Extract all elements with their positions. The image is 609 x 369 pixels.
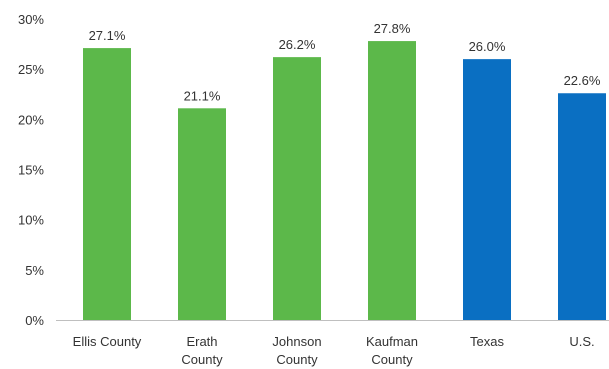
data-label: 26.2%	[279, 37, 316, 52]
x-tick-label: Ellis County	[73, 334, 142, 349]
data-label: 26.0%	[469, 39, 506, 54]
x-tick-label: County	[276, 352, 318, 367]
x-tick-label: County	[371, 352, 413, 367]
y-tick-label: 10%	[18, 213, 44, 228]
y-tick-label: 5%	[25, 263, 44, 278]
x-tick-label: Kaufman	[366, 334, 418, 349]
x-tick-label: Texas	[470, 334, 504, 349]
y-tick-label: 25%	[18, 62, 44, 77]
bar	[558, 93, 606, 320]
data-label: 21.1%	[184, 88, 221, 103]
x-tick-label: Erath	[186, 334, 217, 349]
y-tick-label: 15%	[18, 163, 44, 178]
bar	[178, 108, 226, 321]
bar	[273, 57, 321, 320]
bars	[83, 41, 606, 321]
y-tick-label: 20%	[18, 112, 44, 127]
x-tick-label: Johnson	[272, 334, 321, 349]
data-labels: 27.1% 21.1% 26.2% 27.8% 26.0% 22.6%	[89, 21, 601, 103]
data-label: 27.8%	[374, 21, 411, 36]
y-tick-label: 30%	[18, 12, 44, 27]
bar	[368, 41, 416, 320]
x-tick-label: County	[181, 352, 223, 367]
y-tick-label: 0%	[25, 313, 44, 328]
y-axis: 0% 5% 10% 15% 20% 25% 30%	[18, 12, 44, 328]
data-label: 22.6%	[564, 73, 601, 88]
bar	[83, 48, 131, 320]
data-label: 27.1%	[89, 28, 126, 43]
x-tick-label: U.S.	[569, 334, 594, 349]
x-axis: Ellis County Erath County Johnson County Kauf…	[56, 320, 609, 367]
bar	[463, 59, 511, 321]
